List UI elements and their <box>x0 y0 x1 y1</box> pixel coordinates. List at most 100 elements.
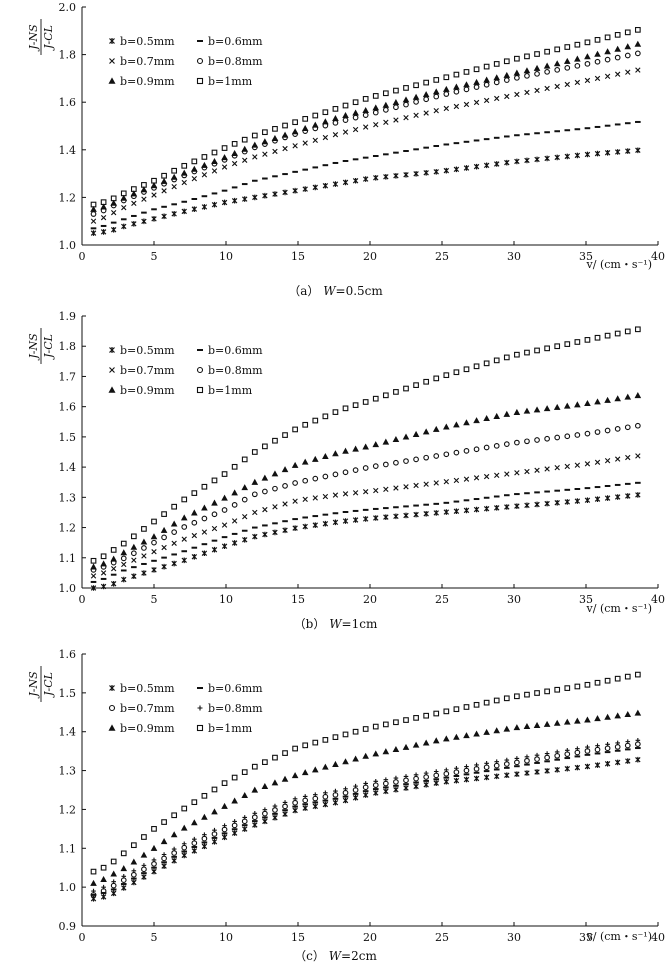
point-c-4 <box>201 813 208 820</box>
point-a-0 <box>534 156 540 163</box>
point-c-3 <box>353 783 358 789</box>
point-b-3 <box>292 480 298 486</box>
point-b-5 <box>584 337 591 343</box>
series-c-3 <box>91 737 641 894</box>
y-tick-label-c-4: 1.3 <box>59 765 77 778</box>
point-a-2 <box>312 137 318 143</box>
point-a-0 <box>443 167 450 174</box>
x-tick-label-a-5: 25 <box>435 250 449 263</box>
point-c-0 <box>302 805 308 811</box>
point-b-5 <box>413 382 419 388</box>
point-b-0 <box>322 520 329 527</box>
point-a-4 <box>574 55 581 62</box>
point-a-3 <box>564 64 571 71</box>
point-b-3 <box>130 550 137 557</box>
point-a-0 <box>90 230 97 236</box>
chart-panel-a: 0 5 10 15 20 25 30 35 40 1.0 1.2 1.4 1.6 1.8 2.0 J-NS J-… <box>0 0 671 310</box>
point-a-2 <box>373 121 379 128</box>
point-b-3 <box>322 473 329 480</box>
point-b-5 <box>110 547 117 553</box>
point-c-3 <box>212 827 217 833</box>
caption-c-var: W <box>328 949 342 963</box>
point-b-5 <box>624 328 631 335</box>
point-a-5 <box>372 93 379 99</box>
point-a-4 <box>311 121 319 128</box>
point-a-2 <box>453 103 460 110</box>
point-b-3 <box>614 426 621 432</box>
point-a-2 <box>231 160 238 167</box>
point-c-4 <box>402 743 410 750</box>
point-b-5 <box>443 372 450 379</box>
point-b-5 <box>171 503 178 510</box>
point-b-3 <box>423 454 430 461</box>
point-a-3 <box>514 74 520 81</box>
point-c-5 <box>554 686 561 693</box>
point-a-3 <box>362 112 369 119</box>
point-a-5 <box>221 145 228 151</box>
point-c-5 <box>241 769 248 775</box>
point-c-0 <box>614 759 621 766</box>
point-c-0 <box>362 792 369 798</box>
point-a-0 <box>362 176 369 182</box>
legend-marker-b-0 <box>109 347 115 353</box>
point-c-5 <box>332 734 339 741</box>
point-c-4 <box>342 758 349 765</box>
point-b-4 <box>352 445 359 452</box>
point-b-5 <box>614 330 621 337</box>
point-b-2 <box>373 487 379 494</box>
point-b-5 <box>272 437 278 444</box>
y-tick-label-c-0: 0.9 <box>59 920 77 933</box>
legend-marker-a-2 <box>109 58 115 64</box>
point-b-4 <box>170 520 178 527</box>
point-a-5 <box>524 53 530 60</box>
caption-b-label: （b） <box>293 617 326 631</box>
point-b-0 <box>90 585 97 591</box>
point-c-0 <box>272 814 278 821</box>
point-a-5 <box>181 162 188 169</box>
point-c-5 <box>221 780 228 786</box>
point-b-0 <box>151 567 157 573</box>
point-b-3 <box>483 444 490 451</box>
point-a-0 <box>292 187 298 194</box>
point-b-5 <box>312 417 319 424</box>
point-a-2 <box>161 188 167 194</box>
y-tick-label-b-6: 1.6 <box>59 401 77 414</box>
point-b-0 <box>413 511 419 518</box>
point-b-2 <box>292 498 298 504</box>
point-b-4 <box>342 447 349 454</box>
point-a-4 <box>301 124 309 131</box>
point-a-4 <box>543 62 551 69</box>
point-a-2 <box>322 134 329 141</box>
point-b-0 <box>221 543 228 549</box>
point-c-5 <box>614 675 621 682</box>
point-b-4 <box>392 436 400 443</box>
point-c-5 <box>534 690 540 696</box>
point-a-5 <box>151 177 157 184</box>
point-b-2 <box>181 536 187 542</box>
point-b-3 <box>594 429 601 435</box>
point-c-0 <box>181 852 187 859</box>
legend-b: b=0.5mm b=0.6mm b=0.7mm b=0.8mm b=0.9mm b=1mm <box>108 344 263 397</box>
point-c-0 <box>403 785 409 791</box>
point-a-2 <box>403 114 409 121</box>
point-a-5 <box>614 31 621 38</box>
point-c-5 <box>272 754 278 761</box>
point-b-0 <box>110 580 117 587</box>
point-c-3 <box>635 737 641 743</box>
point-b-4 <box>261 474 269 481</box>
point-b-0 <box>332 519 339 526</box>
legend-marker-c-2 <box>108 704 116 712</box>
point-b-3 <box>332 471 339 478</box>
point-b-2 <box>110 565 117 572</box>
point-b-2 <box>131 557 137 563</box>
point-a-5 <box>453 71 460 78</box>
point-a-5 <box>231 141 238 147</box>
y-tick-label-c-5: 1.4 <box>59 726 77 739</box>
caption-c-label: （c） <box>294 949 325 963</box>
point-a-5 <box>493 61 500 67</box>
point-a-0 <box>554 154 560 161</box>
point-c-0 <box>171 857 177 864</box>
legend-marker-b-3 <box>196 366 204 374</box>
point-a-3 <box>453 88 460 95</box>
point-b-5 <box>634 326 641 333</box>
